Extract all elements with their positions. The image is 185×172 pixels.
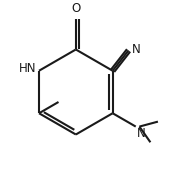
Text: N: N: [132, 43, 140, 56]
Text: O: O: [71, 2, 80, 15]
Text: HN: HN: [19, 62, 36, 75]
Text: N: N: [137, 127, 145, 140]
